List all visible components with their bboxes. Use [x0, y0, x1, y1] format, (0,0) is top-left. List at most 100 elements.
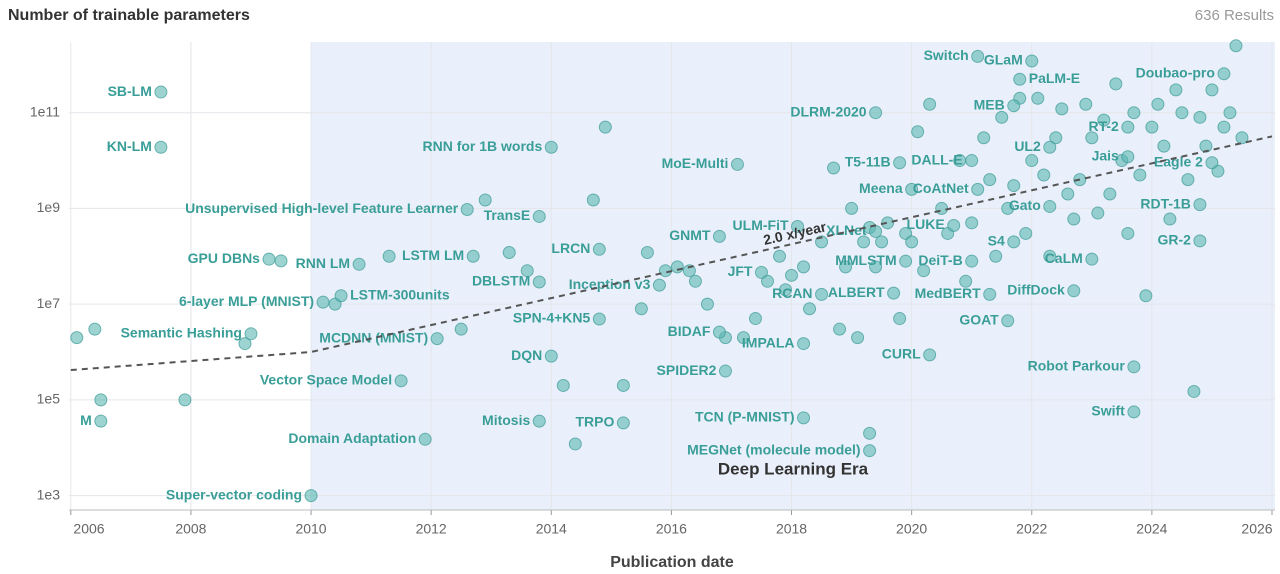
data-point	[827, 161, 841, 175]
data-point	[815, 287, 829, 301]
point-label: Mitosis	[482, 412, 530, 428]
data-point	[971, 49, 985, 63]
data-point	[274, 254, 288, 268]
point-label: MCDNN (MNIST)	[319, 329, 428, 345]
data-point	[959, 274, 973, 288]
data-point	[1163, 212, 1177, 226]
data-point	[1079, 97, 1093, 111]
point-label: RDT-1B	[1140, 195, 1191, 211]
y-tick-label: 1e7	[37, 295, 61, 311]
data-point	[592, 312, 606, 326]
data-point	[995, 110, 1009, 124]
data-point	[773, 249, 787, 263]
data-point	[797, 260, 811, 274]
point-label: GOAT	[959, 311, 999, 327]
data-point	[785, 268, 799, 282]
point-label: S4	[988, 233, 1005, 249]
data-point	[971, 182, 985, 196]
data-point	[1031, 91, 1045, 105]
x-tick-label: 2010	[295, 521, 326, 537]
point-label: Super-vector coding	[166, 486, 302, 502]
point-label: Doubao-pro	[1136, 64, 1215, 80]
data-point	[754, 265, 768, 279]
x-tick-label: 2026	[1241, 521, 1272, 537]
data-point	[833, 322, 847, 336]
point-label: Gato	[1009, 197, 1041, 213]
point-label: LUKE	[907, 216, 945, 232]
data-point	[1007, 99, 1021, 113]
data-point	[154, 140, 168, 154]
data-point	[1067, 284, 1081, 298]
data-point	[634, 302, 648, 316]
point-label: T5-11B	[845, 153, 891, 169]
data-point	[544, 349, 558, 363]
data-point	[905, 182, 919, 196]
era-label: Deep Learning Era	[718, 459, 869, 478]
point-label: Swift	[1091, 403, 1125, 419]
chart-title: Number of trainable parameters	[8, 7, 250, 24]
point-label: CaLM	[1045, 250, 1083, 266]
point-label: MoE-Multi	[662, 155, 729, 171]
data-point	[1067, 212, 1081, 226]
x-axis-label: Publication date	[610, 554, 734, 571]
point-label: MMLSTM	[835, 252, 896, 268]
data-point	[1187, 384, 1201, 398]
data-point	[1235, 131, 1249, 145]
data-point	[887, 286, 901, 300]
point-label: ULM-FiT	[733, 217, 789, 233]
point-label: GR-2	[1157, 232, 1191, 248]
data-point	[244, 327, 258, 341]
data-point	[1151, 97, 1165, 111]
data-point	[748, 312, 762, 326]
data-point	[154, 85, 168, 99]
point-label: DQN	[511, 347, 542, 363]
point-label: Robot Parkour	[1028, 358, 1126, 374]
point-label: Switch	[924, 47, 969, 63]
point-label: Vector Space Model	[260, 372, 392, 388]
point-label: RNN for 1B words	[422, 138, 542, 154]
data-point	[989, 249, 1003, 263]
x-tick-label: 2006	[73, 521, 104, 537]
point-label: GNMT	[669, 227, 711, 243]
data-point	[520, 264, 534, 278]
data-point	[88, 322, 102, 336]
point-label: SPN-4+KN5	[513, 310, 591, 326]
point-label: 6-layer MLP (MNIST)	[179, 293, 314, 309]
point-label: CoAtNet	[913, 180, 969, 196]
data-point	[1223, 106, 1237, 120]
data-point	[923, 348, 937, 362]
data-point	[983, 287, 997, 301]
data-point	[178, 393, 192, 407]
data-point	[1217, 67, 1231, 81]
data-point	[1085, 252, 1099, 266]
data-point	[1217, 120, 1231, 134]
point-label: GLaM	[984, 52, 1023, 68]
data-point	[965, 254, 979, 268]
point-label: SPIDER2	[657, 362, 717, 378]
point-label: GPU DBNs	[188, 250, 261, 266]
trend-line	[70, 135, 1273, 372]
point-label: TRPO	[575, 414, 614, 430]
data-point	[1007, 235, 1021, 249]
data-point	[394, 374, 408, 388]
data-point	[688, 274, 702, 288]
data-point	[1043, 140, 1057, 154]
data-point	[586, 193, 600, 207]
data-point	[1109, 77, 1123, 91]
data-point	[1043, 249, 1057, 263]
point-label: BIDAF	[668, 323, 711, 339]
x-tick-label: 2008	[175, 521, 206, 537]
data-point	[700, 297, 714, 311]
point-label: Semantic Hashing	[121, 325, 242, 341]
point-label: ALBERT	[828, 284, 885, 300]
data-point	[1205, 156, 1219, 170]
point-label: MedBERT	[915, 285, 982, 301]
data-point	[875, 235, 889, 249]
data-point	[238, 337, 252, 351]
data-point	[532, 414, 546, 428]
data-point	[682, 264, 696, 278]
data-point	[1013, 72, 1027, 86]
data-point	[460, 202, 474, 216]
point-label: Jais	[1092, 147, 1119, 163]
